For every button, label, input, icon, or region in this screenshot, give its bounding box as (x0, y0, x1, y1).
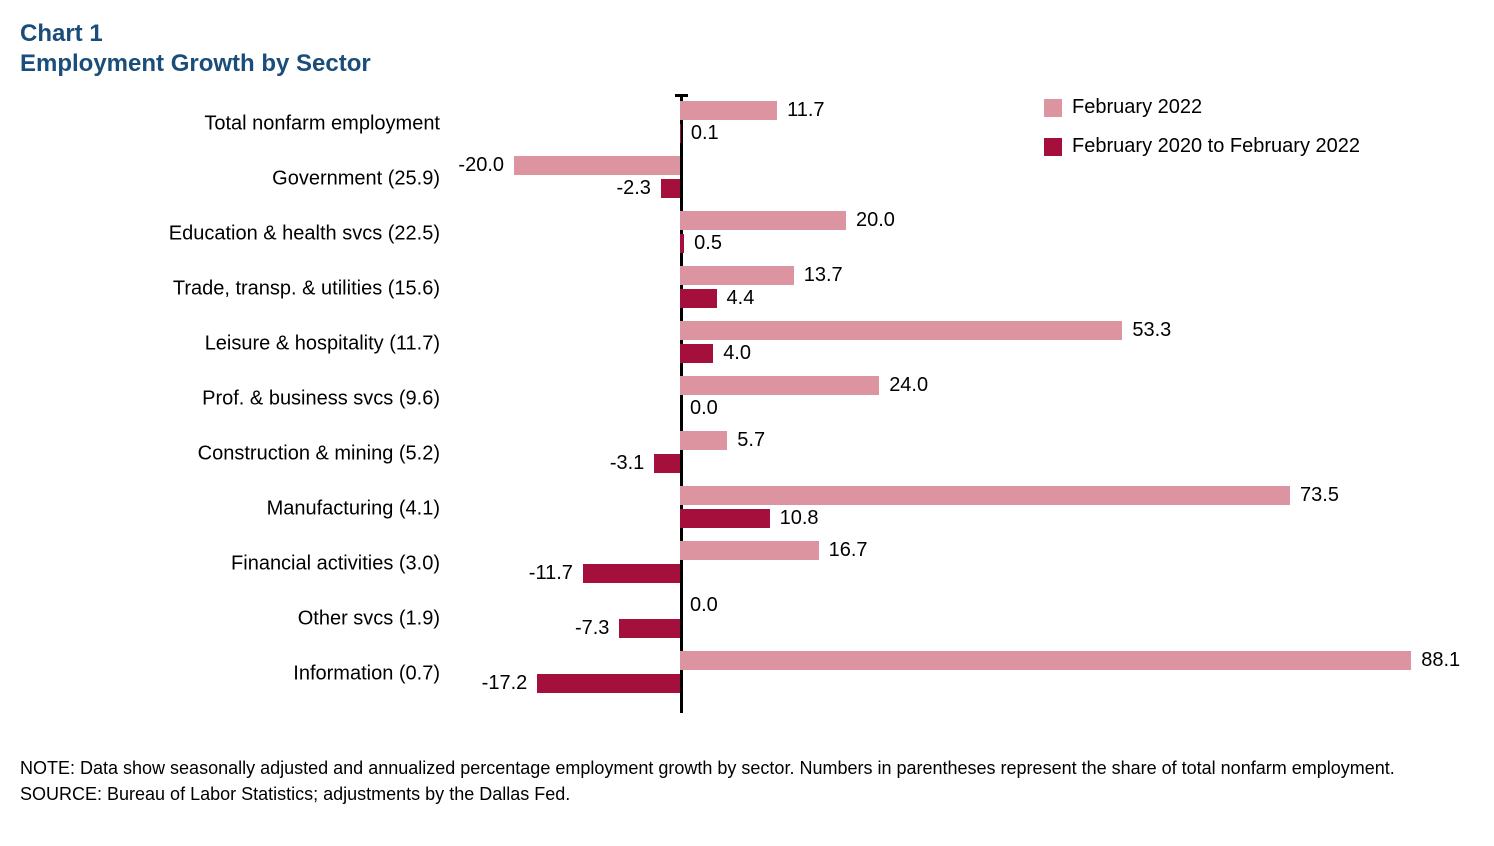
bar-series2 (680, 344, 713, 363)
bar-value-series2: 0.1 (691, 122, 719, 145)
category-label: Government (25.9) (272, 167, 440, 190)
bar-value-series1: 53.3 (1132, 319, 1171, 342)
bar-series2 (661, 179, 680, 198)
bar-value-series2: -17.2 (482, 672, 528, 695)
bar-series1 (680, 101, 777, 120)
bar-series2 (680, 509, 770, 528)
category-label: Total nonfarm employment (204, 112, 440, 135)
bar-value-series2: -3.1 (610, 452, 644, 475)
bar-series1 (680, 541, 819, 560)
category-label: Information (0.7) (293, 662, 440, 685)
category-label: Leisure & hospitality (11.7) (205, 332, 440, 355)
bar-series2 (680, 124, 681, 143)
bar-series2 (583, 564, 680, 583)
bar-value-series2: 4.4 (727, 287, 755, 310)
bar-series2 (680, 289, 717, 308)
bar-value-series1: 20.0 (856, 209, 895, 232)
category-label: Manufacturing (4.1) (267, 497, 440, 520)
bar-value-series1: 0.0 (690, 594, 718, 617)
chart-row: Total nonfarm employment 11.7 0.1 (20, 96, 1460, 151)
chart-row: Manufacturing (4.1) 73.5 10.8 (20, 481, 1460, 536)
bar-series2 (619, 619, 680, 638)
bar-series2 (680, 234, 684, 253)
chart-row: Information (0.7) 88.1 -17.2 (20, 646, 1460, 701)
category-label: Other svcs (1.9) (298, 607, 440, 630)
category-label: Financial activities (3.0) (231, 552, 440, 575)
bar-series1 (680, 321, 1122, 340)
bar-series1 (680, 211, 846, 230)
bar-series1 (680, 486, 1290, 505)
chart-row: Other svcs (1.9) 0.0 -7.3 (20, 591, 1460, 646)
bar-value-series1: 11.7 (787, 99, 824, 122)
chart-row: Construction & mining (5.2) 5.7 -3.1 (20, 426, 1460, 481)
chart-number: Chart 1 (20, 20, 1474, 48)
chart-row: Education & health svcs (22.5) 20.0 0.5 (20, 206, 1460, 261)
chart-row: Government (25.9) -20.0 -2.3 (20, 151, 1460, 206)
chart-area: February 2022 February 2020 to February … (20, 96, 1460, 736)
bar-series2 (654, 454, 680, 473)
bar-value-series2: 10.8 (780, 507, 819, 530)
bar-value-series1: 5.7 (737, 429, 765, 452)
bar-value-series1: 24.0 (889, 374, 928, 397)
chart-source: SOURCE: Bureau of Labor Statistics; adju… (20, 784, 1460, 805)
bar-value-series1: 88.1 (1421, 649, 1460, 672)
bar-series1 (680, 266, 794, 285)
category-label: Trade, transp. & utilities (15.6) (173, 277, 440, 300)
category-label: Prof. & business svcs (9.6) (202, 387, 440, 410)
bar-value-series2: 0.5 (694, 232, 722, 255)
bar-value-series2: -11.7 (529, 562, 573, 585)
bar-series1 (680, 651, 1411, 670)
bar-value-series2: 0.0 (690, 397, 718, 420)
chart-row: Prof. & business svcs (9.6) 24.0 0.0 (20, 371, 1460, 426)
bar-value-series1: -20.0 (458, 154, 504, 177)
bar-value-series2: -7.3 (575, 617, 609, 640)
category-label: Education & health svcs (22.5) (169, 222, 440, 245)
category-label: Construction & mining (5.2) (198, 442, 440, 465)
chart-title: Employment Growth by Sector (20, 50, 1474, 78)
bar-value-series1: 73.5 (1300, 484, 1339, 507)
bar-value-series1: 13.7 (804, 264, 843, 287)
bar-value-series1: 16.7 (829, 539, 868, 562)
chart-note: NOTE: Data show seasonally adjusted and … (20, 756, 1460, 780)
chart-row: Trade, transp. & utilities (15.6) 13.7 4.4 (20, 261, 1460, 316)
chart-row: Financial activities (3.0) 16.7 -11.7 (20, 536, 1460, 591)
bar-series2 (537, 674, 680, 693)
bar-series1 (680, 431, 727, 450)
bar-value-series2: -2.3 (616, 177, 650, 200)
bar-series1 (680, 376, 879, 395)
chart-row: Leisure & hospitality (11.7) 53.3 4.0 (20, 316, 1460, 371)
bar-value-series2: 4.0 (723, 342, 751, 365)
bar-series1 (514, 156, 680, 175)
chart-rows: Total nonfarm employment 11.7 0.1 Governmen… (20, 96, 1460, 701)
